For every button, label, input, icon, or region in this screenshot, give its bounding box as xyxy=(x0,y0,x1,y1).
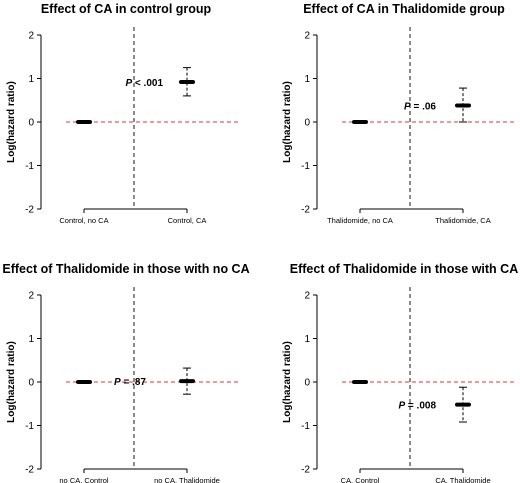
p-value-label: P < .001 xyxy=(125,78,163,89)
y-tick-label: -1 xyxy=(301,161,310,172)
y-tick-label: -2 xyxy=(301,465,310,476)
y-tick-label: -1 xyxy=(301,421,310,432)
p-value-label: P = .06 xyxy=(404,101,436,112)
panel-title: Effect of CA in control group xyxy=(41,2,212,16)
p-value-text: = .008 xyxy=(405,401,436,412)
x-tick-label: Thalidomide, no CA xyxy=(327,216,393,225)
panel-2: Effect of CA in Thalidomide group Log(haz… xyxy=(282,2,516,225)
y-tick-label: 0 xyxy=(28,378,34,389)
x-tick-label: CA, Control xyxy=(341,476,380,483)
p-value-label: P = .008 xyxy=(398,401,436,412)
y-tick-label: -2 xyxy=(25,205,34,216)
p-value-prefix: P xyxy=(398,401,405,412)
y-tick-label: 2 xyxy=(28,31,34,42)
y-tick-label: 2 xyxy=(304,291,310,302)
panel-title: Effect of CA in Thalidomide group xyxy=(303,2,505,16)
y-axis-label: Log(hazard ratio) xyxy=(6,341,17,423)
y-tick-label: -2 xyxy=(301,205,310,216)
y-tick-label: 0 xyxy=(28,118,34,129)
y-tick-label: 1 xyxy=(304,334,310,345)
p-value-prefix: P xyxy=(125,78,132,89)
y-tick-label: 1 xyxy=(28,334,34,345)
x-tick-label: Control, CA xyxy=(168,216,207,225)
y-tick-label: 0 xyxy=(304,118,310,129)
p-value-text: = .87 xyxy=(121,377,147,388)
panel-title: Effect of Thalidomide in those with CA xyxy=(290,262,518,276)
y-tick-label: 1 xyxy=(28,74,34,85)
x-tick-label: CA, Thalidomide xyxy=(435,476,490,483)
panel-4: Effect of Thalidomide in those with CA Lo… xyxy=(282,262,518,483)
y-axis-label: Log(hazard ratio) xyxy=(282,81,293,163)
y-tick-label: 2 xyxy=(304,31,310,42)
y-tick-label: 0 xyxy=(304,378,310,389)
p-value-label: P = .87 xyxy=(114,377,146,388)
y-tick-label: 1 xyxy=(304,74,310,85)
x-tick-label: Control, no CA xyxy=(59,216,108,225)
p-value-prefix: P xyxy=(114,377,121,388)
p-value-prefix: P xyxy=(404,101,411,112)
p-value-text: < .001 xyxy=(132,78,163,89)
p-value-text: = .06 xyxy=(411,101,437,112)
x-tick-label: no CA, Control xyxy=(59,476,109,483)
y-axis-label: Log(hazard ratio) xyxy=(282,341,293,423)
panel-1: Effect of CA in control group Log(hazard … xyxy=(6,2,240,225)
y-tick-label: -1 xyxy=(25,161,34,172)
y-tick-label: -1 xyxy=(25,421,34,432)
x-tick-label: no CA, Thalidomide xyxy=(154,476,220,483)
panel-title: Effect of Thalidomide in those with no C… xyxy=(2,262,249,276)
y-tick-label: 2 xyxy=(28,291,34,302)
y-axis-label: Log(hazard ratio) xyxy=(6,81,17,163)
x-tick-label: Thalidomide, CA xyxy=(435,216,490,225)
panel-3: Effect of Thalidomide in those with no C… xyxy=(2,262,249,483)
y-tick-label: -2 xyxy=(25,465,34,476)
